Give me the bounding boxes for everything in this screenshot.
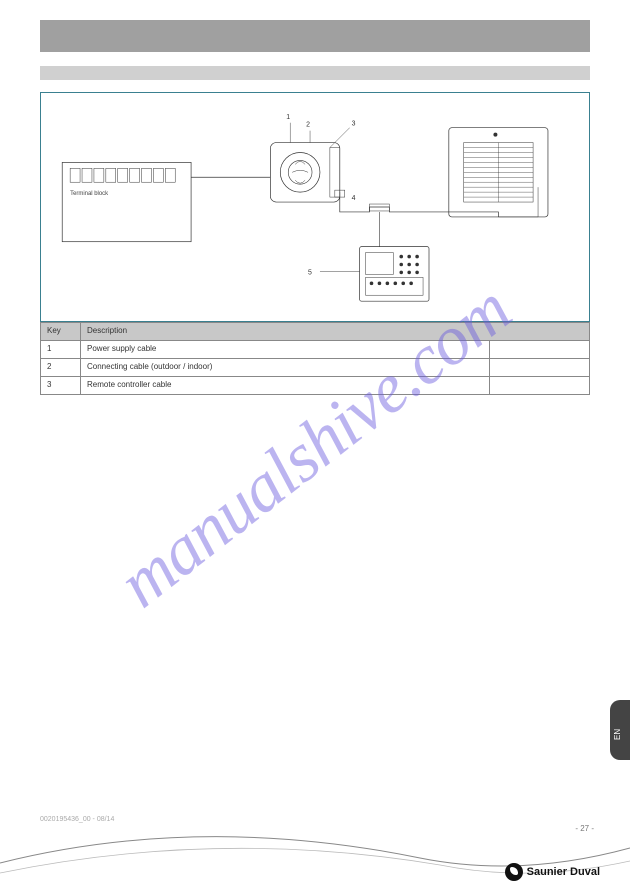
header-bar bbox=[40, 20, 590, 52]
diagram-svg: Terminal block 1 2 3 bbox=[41, 93, 589, 321]
td-right bbox=[489, 377, 589, 394]
diagram-label-2: 2 bbox=[306, 122, 310, 129]
key-table: Key Description 1 Power supply cable 2 C… bbox=[40, 322, 590, 395]
td-key: 1 bbox=[41, 341, 81, 358]
table-row: 2 Connecting cable (outdoor / indoor) bbox=[41, 358, 589, 376]
table-row: 3 Remote controller cable bbox=[41, 376, 589, 394]
table-header-row: Key Description bbox=[41, 322, 589, 340]
td-key: 2 bbox=[41, 359, 81, 376]
brand-block: Saunier Duval bbox=[505, 863, 600, 881]
doc-code: 0020195436_00 - 08/14 bbox=[40, 816, 114, 823]
td-desc: Connecting cable (outdoor / indoor) bbox=[81, 359, 489, 376]
brand-name: Saunier Duval bbox=[527, 866, 600, 878]
language-label: EN bbox=[613, 729, 622, 740]
td-right bbox=[489, 341, 589, 358]
outdoor-unit-icon bbox=[270, 143, 339, 202]
language-tab: EN bbox=[610, 700, 630, 760]
diagram-label-1: 1 bbox=[286, 114, 290, 121]
diagram-label-3: 3 bbox=[352, 121, 356, 128]
td-desc: Power supply cable bbox=[81, 341, 489, 358]
td-desc: Remote controller cable bbox=[81, 377, 489, 394]
diagram-label-5: 5 bbox=[308, 269, 312, 276]
td-right bbox=[489, 359, 589, 376]
indoor-cassette-icon bbox=[449, 128, 548, 217]
brand-logo-icon bbox=[505, 863, 523, 881]
td-key: 3 bbox=[41, 377, 81, 394]
diagram-label-4: 4 bbox=[352, 195, 356, 202]
wiring-diagram: Terminal block 1 2 3 bbox=[40, 92, 590, 322]
page-number: - 27 - bbox=[575, 824, 594, 833]
subheader-bar bbox=[40, 66, 590, 80]
terminal-label: Terminal block bbox=[70, 191, 108, 197]
th-key: Key bbox=[41, 323, 81, 340]
th-desc: Description bbox=[81, 323, 589, 340]
table-row: 1 Power supply cable bbox=[41, 340, 589, 358]
remote-controller-icon bbox=[360, 247, 429, 302]
